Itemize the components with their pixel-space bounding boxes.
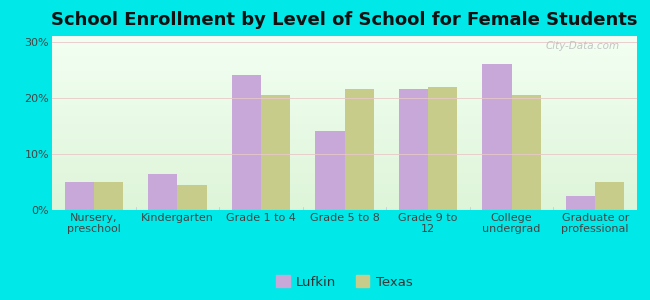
Bar: [177, 185, 207, 210]
Legend: Lufkin, Texas: Lufkin, Texas: [271, 270, 418, 294]
Text: City-Data.com: City-Data.com: [545, 41, 619, 51]
Bar: [399, 89, 428, 210]
Bar: [595, 182, 625, 210]
Bar: [64, 182, 94, 210]
Bar: [261, 95, 290, 210]
Bar: [344, 89, 374, 210]
Title: School Enrollment by Level of School for Female Students: School Enrollment by Level of School for…: [51, 11, 638, 29]
Bar: [566, 196, 595, 210]
Bar: [231, 75, 261, 210]
Bar: [315, 131, 344, 210]
Bar: [148, 173, 177, 210]
Bar: [482, 64, 512, 210]
Bar: [94, 182, 123, 210]
Bar: [512, 95, 541, 210]
Bar: [428, 86, 458, 210]
